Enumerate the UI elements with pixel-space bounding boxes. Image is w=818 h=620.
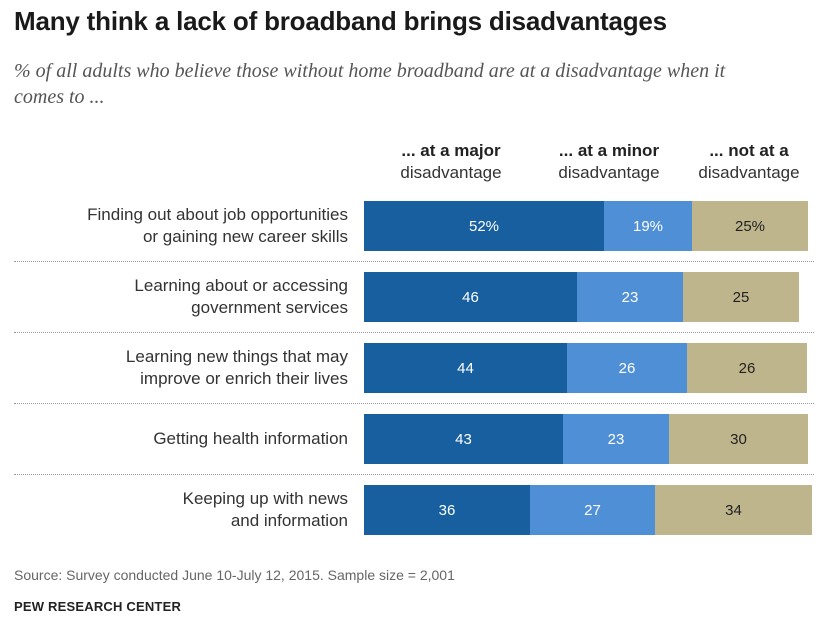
chart-title: Many think a lack of broadband brings di… [14,6,667,36]
bar-segment-minor: 23 [563,414,669,464]
column-header-major: ... at a major disadvantage [376,140,526,184]
row-label: Learning about or accessing government se… [10,275,348,319]
bar-segment-minor: 23 [577,272,683,322]
bar-segment-major: 52% [364,201,604,251]
column-header-minor-line1: ... at a minor [558,141,660,160]
bar-segment-major: 44 [364,343,567,393]
column-header-notat-line1: ... not at a [709,141,789,160]
bar-segment-notat: 30 [669,414,808,464]
bar-segment-notat: 25 [683,272,799,322]
row-label: Learning new things that may improve or e… [10,346,348,390]
bar-segment-notat: 34 [655,485,812,535]
bar-segment-minor: 27 [530,485,655,535]
row-label-line1: Learning about or accessing [134,276,348,295]
bar-segment-major: 36 [364,485,530,535]
row-label-line2: and information [230,511,348,530]
row-label: Finding out about job opportunities or ga… [10,204,348,248]
chart-subtitle: % of all adults who believe those withou… [14,60,726,108]
column-header-notat: ... not at a disadvantage [674,140,818,184]
bar-segment-minor: 26 [567,343,687,393]
row-label-line2: government services [191,298,348,317]
column-header-major-line2: disadvantage [400,163,502,182]
row-label: Keeping up with news and information [10,488,348,532]
bar-segment-major: 46 [364,272,577,322]
row-label-line1: Learning new things that may [125,347,348,366]
brand-logo-text: PEW RESEARCH CENTER [14,599,182,614]
row-divider [14,403,814,404]
row-label-line2: improve or enrich their lives [140,369,348,388]
column-header-major-line1: ... at a major [401,141,501,160]
column-header-minor: ... at a minor disadvantage [534,140,684,184]
row-label: Getting health information [10,428,348,450]
row-divider [14,474,814,475]
row-divider [14,332,814,333]
row-label-line1: Finding out about job opportunities [87,205,348,224]
bar-segment-major: 43 [364,414,563,464]
bar-segment-notat: 25% [692,201,808,251]
bar-segment-minor: 19% [604,201,692,251]
source-note: Source: Survey conducted June 10-July 12… [14,567,455,583]
row-label-line1: Keeping up with news [182,489,348,508]
row-label-line1: Getting health information [153,429,348,448]
column-header-minor-line2: disadvantage [558,163,660,182]
bar-segment-notat: 26 [687,343,807,393]
row-divider [14,261,814,262]
column-header-notat-line2: disadvantage [698,163,800,182]
row-label-line2: or gaining new career skills [142,227,348,246]
